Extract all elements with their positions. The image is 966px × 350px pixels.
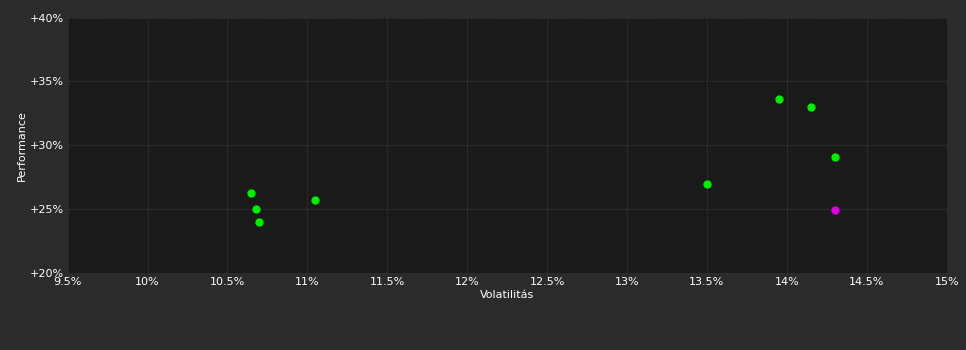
Point — [827, 154, 842, 160]
Point — [827, 208, 842, 213]
Point — [771, 97, 786, 102]
Point — [248, 206, 264, 212]
Point — [307, 197, 323, 203]
Point — [699, 181, 715, 186]
Point — [243, 190, 259, 195]
Point — [252, 219, 268, 225]
Y-axis label: Performance: Performance — [16, 110, 26, 181]
X-axis label: Volatilitás: Volatilitás — [480, 290, 534, 300]
Point — [803, 104, 818, 110]
